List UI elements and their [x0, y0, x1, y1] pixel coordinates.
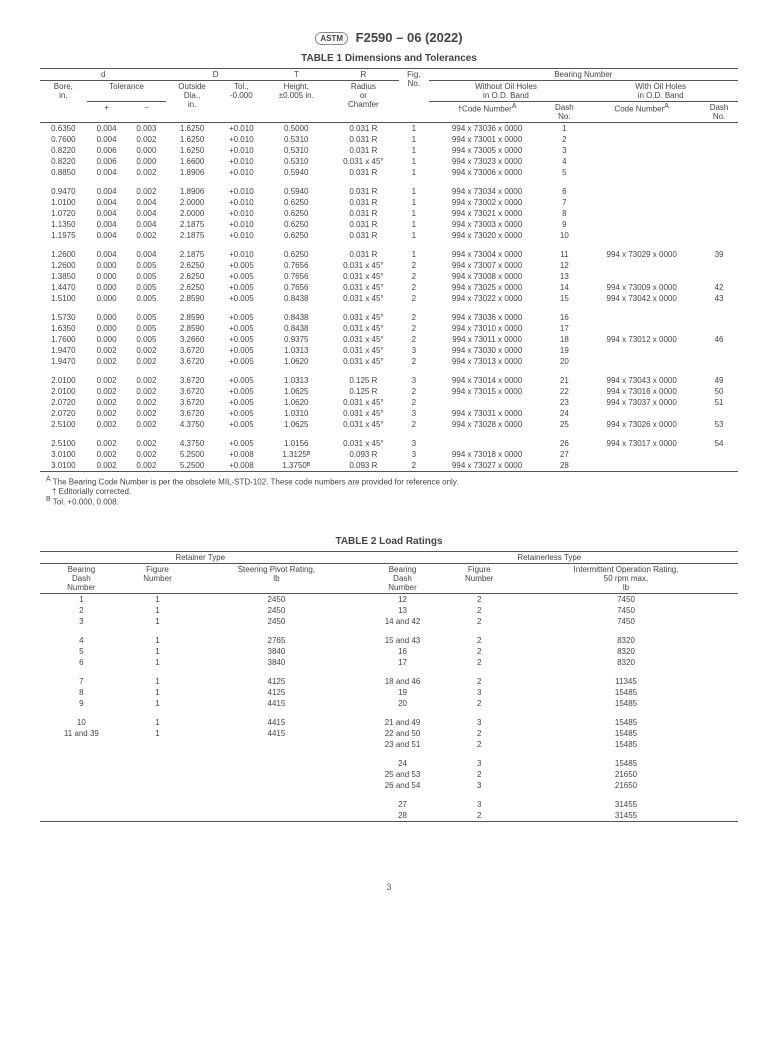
table-row: 24315485: [40, 758, 738, 769]
table-row: 2.07200.0020.0023.6720+0.0051.06200.031 …: [40, 397, 738, 408]
table-row: 81412519315485: [40, 687, 738, 698]
table-row: 1124501227450: [40, 594, 738, 606]
table-row: 3.01000.0020.0025.2500+0.0081.3750ᴮ0.093…: [40, 460, 738, 472]
table-row: 6138401728320: [40, 657, 738, 668]
table-row: 1.51000.0000.0052.8590+0.0050.84380.031 …: [40, 293, 738, 304]
table-row: [40, 791, 738, 799]
table-row: 26 and 54321650: [40, 780, 738, 791]
table-row: 41276515 and 4328320: [40, 635, 738, 646]
table-row: 1.26000.0000.0052.6250+0.0050.76560.031 …: [40, 260, 738, 271]
table-row: 91441520215485: [40, 698, 738, 709]
table-row: [40, 367, 738, 375]
table-row: 1.76000.0000.0053.2660+0.0050.93750.031 …: [40, 334, 738, 345]
table-row: 0.63500.0040.0031.6250+0.0100.50000.031 …: [40, 123, 738, 135]
table-row: [40, 709, 738, 717]
table-row: 2.01000.0020.0023.6720+0.0051.03130.125 …: [40, 375, 738, 386]
table-row: [40, 178, 738, 186]
table-row: 27331455: [40, 799, 738, 810]
table-row: [40, 627, 738, 635]
note-a: The Bearing Code Number is per the obsol…: [53, 478, 459, 487]
page-number: 3: [40, 882, 738, 892]
table-row: 23 and 51215485: [40, 739, 738, 750]
table-row: 1.63500.0000.0052.8590+0.0050.84380.031 …: [40, 323, 738, 334]
table-row: 5138401628320: [40, 646, 738, 657]
note-b: † Editorially corrected.: [52, 487, 131, 496]
table-row: 2.07200.0020.0023.6720+0.0051.03100.031 …: [40, 408, 738, 419]
table-row: 0.94700.0040.0021.8906+0.0100.59400.031 …: [40, 186, 738, 197]
table1-title: TABLE 1 Dimensions and Tolerances: [40, 53, 738, 64]
table-row: [40, 668, 738, 676]
table-row: 1.94700.0020.0023.6720+0.0051.06200.031 …: [40, 356, 738, 367]
table2: Retainer Type Retainerless Type Bearing …: [40, 551, 738, 822]
doc-title: F2590 – 06 (2022): [356, 30, 463, 45]
table-row: 2124501327450: [40, 605, 738, 616]
table-row: 1.26000.0040.0042.1875+0.0100.62500.031 …: [40, 249, 738, 260]
table2-title: TABLE 2 Load Ratings: [40, 536, 738, 547]
table-row: 11 and 391441522 and 50215485: [40, 728, 738, 739]
table-row: 2.51000.0020.0024.3750+0.0051.06250.031 …: [40, 419, 738, 430]
table-row: 28231455: [40, 810, 738, 822]
table-row: [40, 430, 738, 438]
doc-header: ASTM F2590 – 06 (2022): [40, 30, 738, 45]
table-row: 1.19750.0040.0022.1875+0.0100.62500.031 …: [40, 230, 738, 241]
table-row: 0.88500.0040.0021.8906+0.0100.59400.031 …: [40, 167, 738, 178]
table-row: 1.01000.0040.0042.0000+0.0100.62500.031 …: [40, 197, 738, 208]
table-row: 1.07200.0040.0042.0000+0.0100.62500.031 …: [40, 208, 738, 219]
table-row: 1.44700.0000.0052.6250+0.0050.76560.031 …: [40, 282, 738, 293]
table-row: 0.76000.0040.0021.6250+0.0100.53100.031 …: [40, 134, 738, 145]
table-row: 25 and 53221650: [40, 769, 738, 780]
table-row: 1.13500.0040.0042.1875+0.0100.62500.031 …: [40, 219, 738, 230]
table-row: 1.57300.0000.0052.8590+0.0050.84380.031 …: [40, 312, 738, 323]
table-row: 3.01000.0020.0025.2500+0.0081.3125ᴮ0.093…: [40, 449, 738, 460]
table1: d D T R Fig. No. Bearing Number Bore, in…: [40, 68, 738, 472]
table-row: 0.82200.0060.0001.6250+0.0100.53100.031 …: [40, 145, 738, 156]
table-row: [40, 750, 738, 758]
table-row: 2.51000.0020.0024.3750+0.0051.01560.031 …: [40, 438, 738, 449]
table-row: 71412518 and 46211345: [40, 676, 738, 687]
table-row: 1.94700.0020.0023.6720+0.0051.03130.031 …: [40, 345, 738, 356]
table-row: 1.38500.0000.0052.6250+0.0050.76560.031 …: [40, 271, 738, 282]
note-c: Tol. +0.000, 0.008.: [53, 497, 119, 506]
table-row: 31245014 and 4227450: [40, 616, 738, 627]
table-row: 0.82200.0060.0001.6600+0.0100.53100.031 …: [40, 156, 738, 167]
table-row: 101441521 and 49315485: [40, 717, 738, 728]
astm-logo: ASTM: [315, 32, 348, 45]
table-row: [40, 304, 738, 312]
table-row: 2.01000.0020.0023.6720+0.0051.06250.125 …: [40, 386, 738, 397]
table-row: [40, 241, 738, 249]
